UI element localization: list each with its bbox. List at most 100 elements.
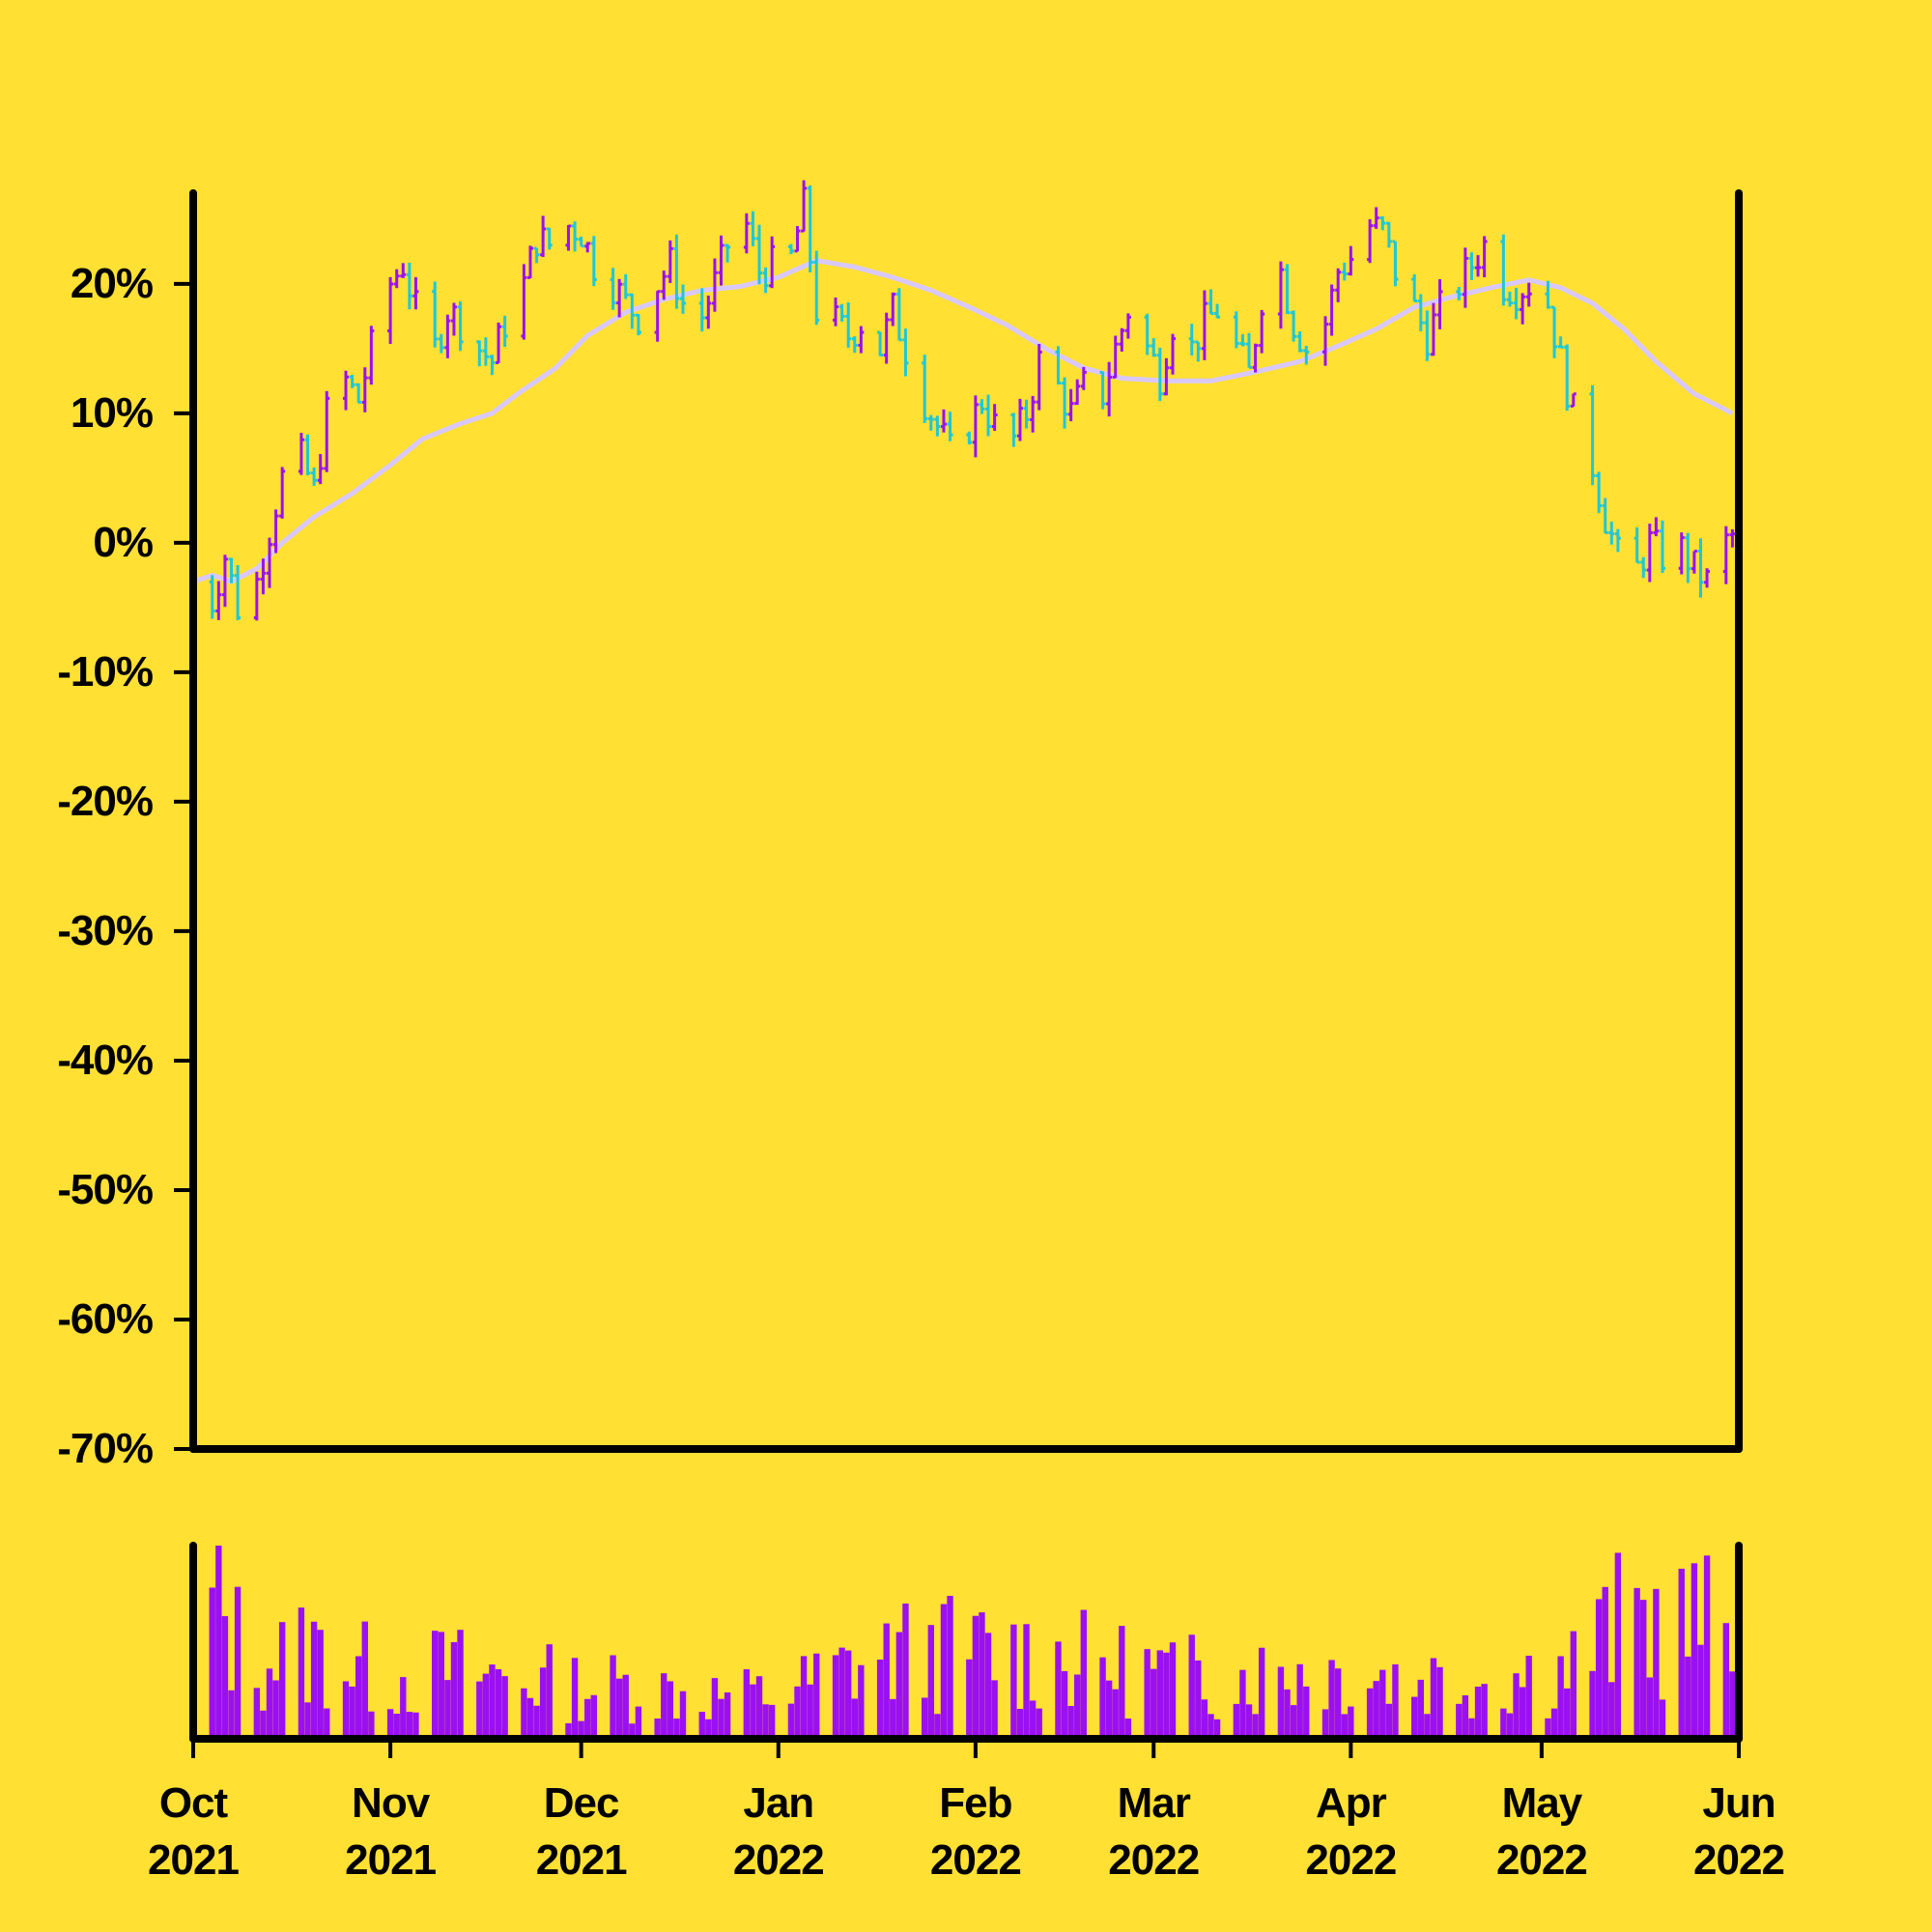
volume-bar <box>1545 1718 1551 1739</box>
volume-bar <box>457 1630 464 1739</box>
volume-bar <box>444 1680 451 1739</box>
ohlc-bar <box>966 431 973 445</box>
ohlc-bar <box>590 236 597 287</box>
volume-bar <box>622 1674 629 1739</box>
volume-bar <box>679 1690 687 1739</box>
ohlc-bar <box>368 326 375 385</box>
volume-bar <box>1436 1666 1443 1739</box>
volume-bar <box>750 1684 756 1739</box>
volume-bar <box>495 1669 502 1739</box>
volume-bar <box>521 1688 527 1739</box>
volume-bar <box>895 1632 903 1739</box>
volume-bar <box>1430 1658 1437 1739</box>
volume-bar <box>1481 1684 1488 1739</box>
volume-bar <box>533 1705 540 1739</box>
volume-bar <box>578 1720 584 1739</box>
ohlc-bar <box>1322 316 1329 366</box>
x-tick-year-label: 2022 <box>1693 1836 1784 1884</box>
volume-bar <box>476 1681 483 1739</box>
volume-bar <box>1506 1713 1514 1739</box>
y-tick-label: 0% <box>93 519 153 566</box>
ohlc-bar <box>1545 280 1551 309</box>
ohlc-bar <box>1233 311 1239 349</box>
volume-bar <box>1722 1623 1730 1739</box>
volume-bars-layer <box>189 1546 1743 1739</box>
ohlc-bar <box>267 537 273 588</box>
ohlc-bar <box>762 267 769 294</box>
ohlc-bar <box>1659 520 1665 574</box>
volume-bar <box>794 1686 801 1739</box>
ohlc-bar <box>1475 255 1482 277</box>
volume-bar <box>1061 1670 1068 1739</box>
volume-bar <box>927 1625 934 1739</box>
ohlc-bar <box>1456 287 1463 300</box>
x-tick-month-label: Oct <box>159 1779 229 1827</box>
x-tick-year-label: 2021 <box>345 1836 436 1884</box>
volume-bar <box>355 1656 362 1739</box>
volume-bar <box>368 1711 375 1739</box>
y-tick-label: -50% <box>57 1166 153 1213</box>
volume-bar <box>386 1709 394 1739</box>
x-tick-month-label: Jan <box>743 1779 813 1827</box>
volume-bar <box>755 1676 763 1739</box>
volume-bar <box>629 1723 636 1739</box>
ohlc-bar <box>991 404 998 431</box>
ohlc-bar <box>1151 338 1157 357</box>
volume-bar <box>526 1697 534 1739</box>
x-axis-ticks: Oct 2021 Nov 2021 Dec 2021 Jan 2022 Feb 2022 Mar 20… <box>148 1739 1785 1884</box>
volume-bar <box>1678 1568 1685 1739</box>
x-tick-month-label: Feb <box>939 1779 1011 1827</box>
ohlc-bar <box>1055 346 1062 385</box>
volume-bar <box>209 1587 215 1739</box>
ohlc-bar <box>1525 282 1532 307</box>
volume-bar <box>1474 1687 1482 1739</box>
ohlc-bar <box>476 340 483 367</box>
volume-bar <box>1099 1657 1106 1739</box>
ohlc-bar <box>858 326 865 354</box>
ohlc-bar <box>400 263 407 278</box>
ohlc-bar <box>667 240 673 283</box>
volume-bar <box>718 1698 724 1739</box>
volume-bar <box>400 1677 407 1739</box>
ohlc-bar <box>750 211 756 246</box>
ohlc-bar <box>1169 333 1176 375</box>
volume-bar <box>890 1698 896 1739</box>
ohlc-bar <box>406 262 412 310</box>
ohlc-bar <box>1697 538 1704 598</box>
ohlc-bar <box>1690 550 1697 574</box>
ohlc-bar <box>1640 556 1647 579</box>
x-tick-year-label: 2022 <box>1305 1836 1396 1884</box>
x-tick-year-label: 2022 <box>1108 1836 1199 1884</box>
y-tick-label: -40% <box>57 1037 153 1084</box>
ohlc-bar <box>1646 524 1653 582</box>
volume-bar <box>1233 1703 1240 1739</box>
volume-bar <box>1201 1699 1208 1739</box>
volume-bar <box>361 1621 368 1739</box>
volume-bar <box>1119 1626 1125 1739</box>
volume-bar <box>807 1684 813 1739</box>
x-tick-year-label: 2022 <box>733 1836 824 1884</box>
ohlc-bar <box>801 180 808 233</box>
volume-bar <box>1208 1714 1214 1739</box>
volume-bar <box>922 1697 928 1739</box>
ohlc-bar <box>629 293 636 329</box>
volume-bar <box>1156 1650 1164 1739</box>
ohlc-bar <box>769 236 776 289</box>
ohlc-bar <box>1367 218 1374 264</box>
volume-bar <box>272 1680 279 1739</box>
volume-bar <box>1640 1600 1647 1739</box>
ohlc-bar <box>1500 234 1507 306</box>
ohlc-bar <box>1195 340 1202 362</box>
volume-bar <box>406 1712 413 1739</box>
volume-bar <box>1570 1631 1577 1739</box>
volume-bar <box>1074 1674 1081 1739</box>
ohlc-bar <box>883 312 890 364</box>
volume-bar <box>844 1650 852 1739</box>
ohlc-bar <box>272 509 279 554</box>
volume-bar <box>266 1668 273 1739</box>
ohlc-bar <box>1722 526 1729 584</box>
volume-bar <box>1188 1634 1195 1739</box>
ohlc-bar <box>1557 336 1564 349</box>
ohlc-bar <box>565 224 572 251</box>
price-bars-layer <box>190 180 1742 621</box>
